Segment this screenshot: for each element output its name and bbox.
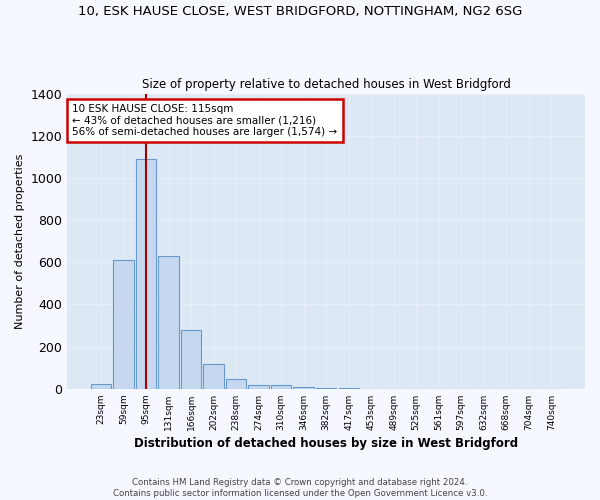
Bar — [293, 386, 314, 389]
Bar — [226, 380, 246, 389]
Bar — [203, 364, 224, 389]
Bar — [316, 388, 336, 389]
Text: Contains HM Land Registry data © Crown copyright and database right 2024.
Contai: Contains HM Land Registry data © Crown c… — [113, 478, 487, 498]
Bar — [271, 384, 291, 389]
Bar — [91, 384, 111, 389]
Text: 10, ESK HAUSE CLOSE, WEST BRIDGFORD, NOTTINGHAM, NG2 6SG: 10, ESK HAUSE CLOSE, WEST BRIDGFORD, NOT… — [78, 5, 522, 18]
Bar — [136, 159, 156, 389]
Bar — [181, 330, 201, 389]
Y-axis label: Number of detached properties: Number of detached properties — [15, 154, 25, 329]
Title: Size of property relative to detached houses in West Bridgford: Size of property relative to detached ho… — [142, 78, 511, 91]
Bar — [248, 384, 269, 389]
Bar — [113, 260, 134, 389]
Bar — [158, 256, 179, 389]
Text: 10 ESK HAUSE CLOSE: 115sqm
← 43% of detached houses are smaller (1,216)
56% of s: 10 ESK HAUSE CLOSE: 115sqm ← 43% of deta… — [73, 104, 338, 137]
X-axis label: Distribution of detached houses by size in West Bridgford: Distribution of detached houses by size … — [134, 437, 518, 450]
